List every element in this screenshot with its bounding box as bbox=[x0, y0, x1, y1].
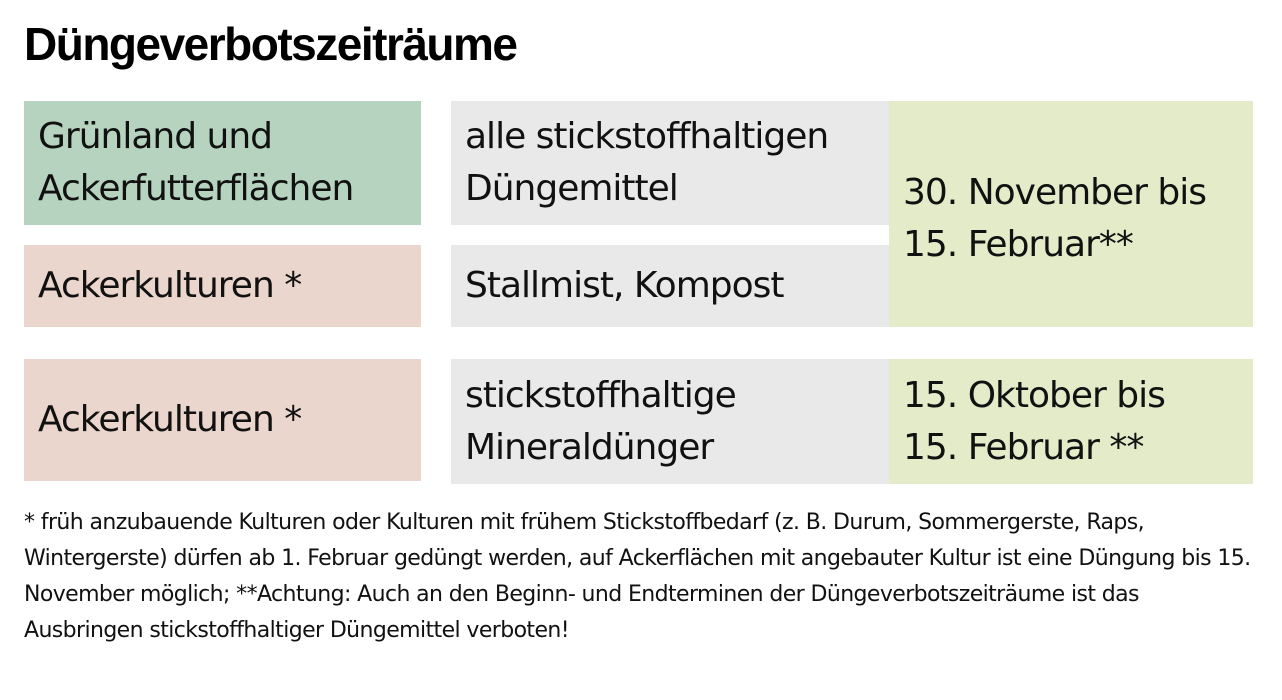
area-cell-arable-2: Ackerkulturen * bbox=[24, 359, 421, 481]
period-label-line: 15. Februar** bbox=[903, 224, 1134, 265]
area-cell-arable-1: Ackerkulturen * bbox=[24, 245, 421, 327]
area-label-line: Ackerfutterflächen bbox=[38, 168, 354, 209]
fertilizer-label-line: stickstoffhaltige bbox=[465, 374, 737, 416]
fertilizer-cell-manure-compost: Stallmist, Kompost bbox=[451, 245, 891, 327]
period-label-line: 30. November bis bbox=[903, 172, 1207, 213]
area-cell-grassland: Grünland und Ackerfutterflächen bbox=[24, 101, 421, 225]
period-label-line: 15. Oktober bis bbox=[903, 374, 1166, 416]
page-title: Düngeverbotszeiträume bbox=[24, 18, 518, 70]
period-cell-october-february: 15. Oktober bis 15. Februar ** bbox=[889, 359, 1253, 484]
period-cell-november-february: 30. November bis 15. Februar** bbox=[889, 101, 1253, 327]
fertilizer-label-line: alle stickstoffhaltigen bbox=[465, 116, 829, 157]
fertilizer-label-line: Düngemittel bbox=[465, 168, 679, 209]
footnote: * früh anzubauende Kulturen oder Kulture… bbox=[24, 510, 1251, 643]
fertilizer-cell-mineral: stickstoffhaltige Mineraldünger bbox=[451, 359, 891, 484]
area-label-line: Ackerkulturen * bbox=[38, 265, 302, 306]
area-label-line: Grünland und bbox=[38, 116, 273, 157]
area-label-line: Ackerkulturen * bbox=[38, 399, 302, 440]
fertilizer-label-line: Mineraldünger bbox=[465, 426, 714, 468]
period-label-line: 15. Februar ** bbox=[903, 426, 1144, 468]
fertilizer-label-line: Stallmist, Kompost bbox=[465, 265, 785, 306]
fertilizer-cell-all-nitrogen: alle stickstoffhaltigen Düngemittel bbox=[451, 101, 891, 225]
